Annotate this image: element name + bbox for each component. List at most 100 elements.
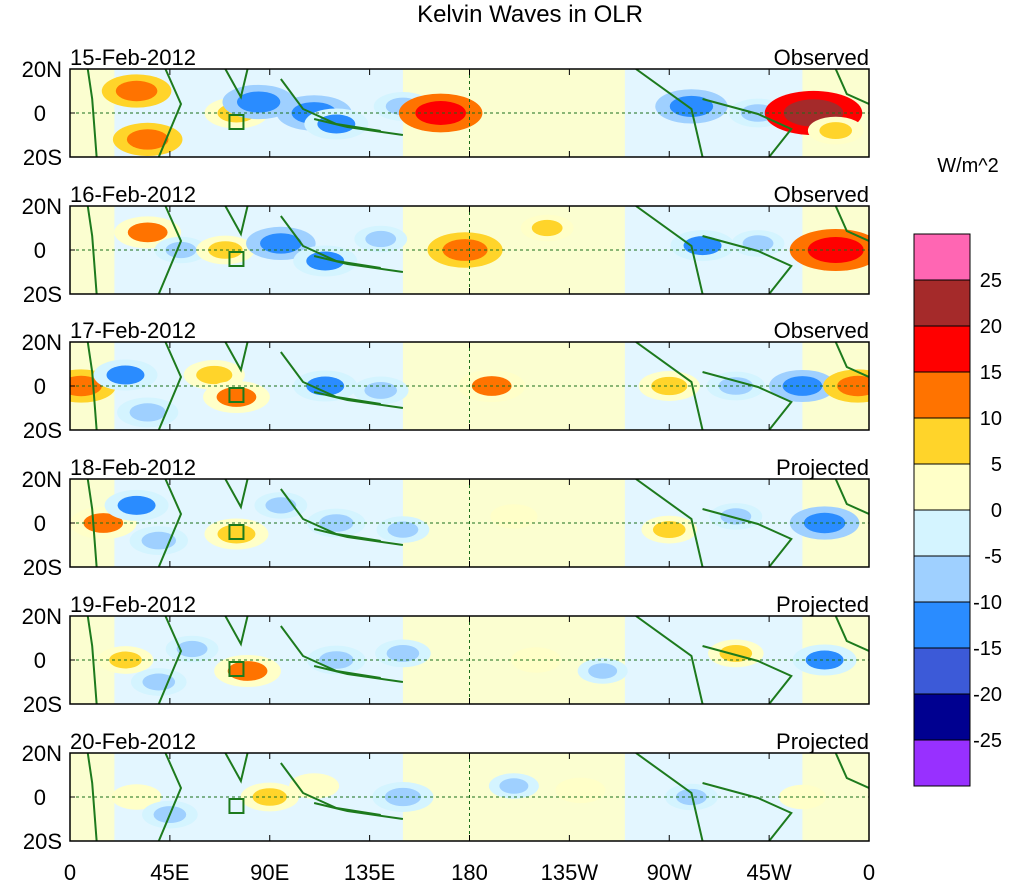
- y-tick-label: 20N: [22, 467, 62, 492]
- anomaly-core: [652, 521, 686, 539]
- region-box-marker: [228, 387, 245, 403]
- anomaly-core: [196, 365, 233, 385]
- coastline: [86, 69, 98, 157]
- colorbar-label: -15: [973, 638, 1002, 660]
- panel-field: [70, 69, 869, 157]
- panel-kind-label: Projected: [776, 592, 869, 617]
- y-tick-label: 20S: [23, 145, 62, 170]
- coastline: [635, 342, 704, 430]
- colorbar-label: 10: [980, 408, 1002, 430]
- y-tick-label: 0: [34, 238, 46, 263]
- anomaly-core: [208, 241, 243, 259]
- coastline: [280, 78, 381, 132]
- panel-date-label: 17-Feb-2012: [70, 318, 196, 343]
- anomaly-core: [742, 235, 774, 252]
- coastline: [224, 616, 249, 647]
- y-tick-label: 20N: [22, 604, 62, 629]
- x-tick-label: 180: [451, 860, 488, 885]
- panel: 20N 0 20S 17-Feb-2012 Observed: [22, 318, 870, 443]
- colorbar-label: 20: [980, 316, 1002, 338]
- anomaly-core: [651, 376, 688, 396]
- y-tick-label: 20S: [23, 282, 62, 307]
- coastline: [157, 616, 183, 704]
- panel: 20N 0 20S 20-Feb-2012 Projected: [22, 729, 870, 854]
- y-tick-label: 20N: [22, 741, 62, 766]
- coastline: [157, 479, 183, 567]
- coastline: [86, 479, 98, 567]
- coastline: [834, 479, 869, 515]
- colorbar-swatch: [913, 693, 971, 741]
- colorbar-label: 25: [980, 270, 1002, 292]
- coastline: [157, 342, 183, 430]
- colorbar-swatch: [913, 463, 971, 511]
- coastline: [280, 488, 381, 542]
- coastline: [313, 802, 404, 820]
- panel: 20N 0 20S 15-Feb-2012 Observed: [22, 45, 870, 170]
- colorbar-swatch: [913, 509, 971, 557]
- coastline: [635, 616, 704, 704]
- y-tick-label: 0: [34, 101, 46, 126]
- colorbar-swatch: [913, 647, 971, 695]
- region-box-marker: [228, 524, 245, 540]
- coastline: [635, 753, 704, 841]
- coastline: [702, 782, 793, 841]
- anomaly-core: [442, 239, 488, 261]
- panel-date-label: 20-Feb-2012: [70, 729, 196, 754]
- y-tick-label: 0: [34, 785, 46, 810]
- panel-field: [70, 342, 869, 430]
- coastline: [86, 753, 98, 841]
- panel: 20N 0 20S 19-Feb-2012 Projected: [22, 592, 870, 717]
- colorbar-swatch: [913, 233, 971, 281]
- coastline: [157, 753, 183, 841]
- anomaly-core: [129, 403, 166, 422]
- chart-title: Kelvin Waves in OLR: [417, 1, 643, 28]
- coastline: [313, 528, 404, 546]
- anomaly-core: [588, 663, 618, 679]
- coastline: [280, 351, 381, 405]
- panel: 20N 0 20S 18-Feb-2012 Projected: [22, 455, 870, 580]
- x-tick-label: 45W: [747, 860, 792, 885]
- anomaly-core: [365, 230, 397, 248]
- panels-group: 20N 0 20S 15-Feb-2012 Observed 20N 0 20S 16-Feb-…: [22, 45, 870, 854]
- coastline: [313, 255, 404, 273]
- anomaly-core: [126, 129, 169, 150]
- region-box-marker: [228, 251, 245, 267]
- coastline: [224, 479, 249, 510]
- anomaly-core: [387, 521, 419, 538]
- panel-field: [70, 479, 869, 567]
- panel-kind-label: Projected: [776, 455, 869, 480]
- anomaly-core: [176, 640, 208, 658]
- colorbar: 25 20 15 10 5 0 -5 -10 -15 -20 -25 W/m^2: [913, 155, 1002, 787]
- colorbar-units: W/m^2: [937, 155, 999, 177]
- coastline: [702, 645, 793, 704]
- anomaly-core: [805, 650, 844, 670]
- coastline: [280, 762, 381, 816]
- colorbar-label: -5: [984, 546, 1002, 568]
- coastline: [635, 69, 704, 157]
- coastline: [313, 665, 404, 683]
- x-tick-label: 0: [863, 860, 875, 885]
- coastline: [224, 753, 249, 784]
- colorbar-label: 15: [980, 362, 1002, 384]
- y-tick-label: 20S: [23, 555, 62, 580]
- anomaly-core: [719, 644, 753, 662]
- panel-date-label: 16-Feb-2012: [70, 182, 196, 207]
- anomaly-core: [718, 377, 754, 395]
- panel-kind-label: Observed: [774, 45, 869, 70]
- anomaly-core: [720, 508, 752, 525]
- coastline: [86, 616, 98, 704]
- y-tick-label: 20N: [22, 57, 62, 82]
- colorbar-label: 5: [991, 454, 1002, 476]
- panel-kind-label: Projected: [776, 729, 869, 754]
- coastline: [86, 342, 98, 430]
- x-tick-label: 90W: [647, 860, 692, 885]
- x-tick-label: 135W: [541, 860, 599, 885]
- anomaly-core: [386, 644, 420, 662]
- panel-kind-label: Observed: [774, 318, 869, 343]
- panel-date-label: 15-Feb-2012: [70, 45, 196, 70]
- coastline: [702, 508, 793, 567]
- colorbar-label: -10: [973, 592, 1002, 614]
- x-tick-label: 135E: [344, 860, 395, 885]
- panel-kind-label: Observed: [774, 182, 869, 207]
- anomaly-core: [565, 782, 595, 799]
